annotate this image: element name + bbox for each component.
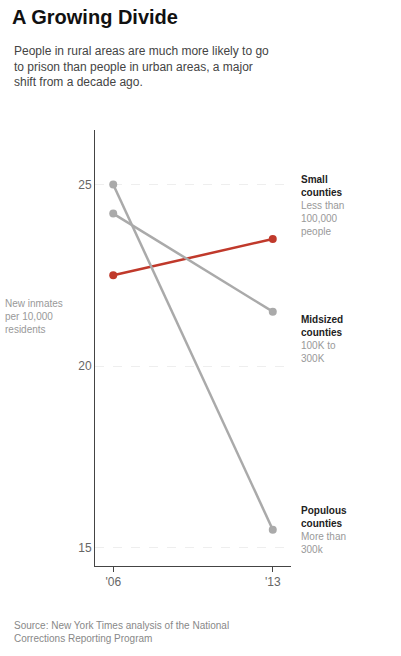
svg-text:Midsizedcounties100K to300K: Midsizedcounties100K to300K — [301, 314, 343, 364]
svg-text:25: 25 — [78, 178, 92, 192]
svg-text:New inmatesper 10,000residents: New inmatesper 10,000residents — [5, 298, 63, 335]
svg-text:'13: '13 — [265, 575, 281, 589]
svg-text:20: 20 — [78, 359, 92, 373]
svg-text:'06: '06 — [105, 575, 121, 589]
svg-text:PopulouscountiesMore than300k: PopulouscountiesMore than300k — [301, 505, 347, 555]
svg-text:A Growing Divide: A Growing Divide — [12, 6, 178, 28]
svg-text:People in rural areas are much: People in rural areas are much more like… — [14, 44, 269, 89]
svg-text:Source: New York Times analysi: Source: New York Times analysis of the N… — [14, 620, 229, 644]
svg-text:15: 15 — [78, 541, 92, 555]
svg-text:SmallcountiesLess than100,000p: SmallcountiesLess than100,000people — [301, 174, 344, 237]
